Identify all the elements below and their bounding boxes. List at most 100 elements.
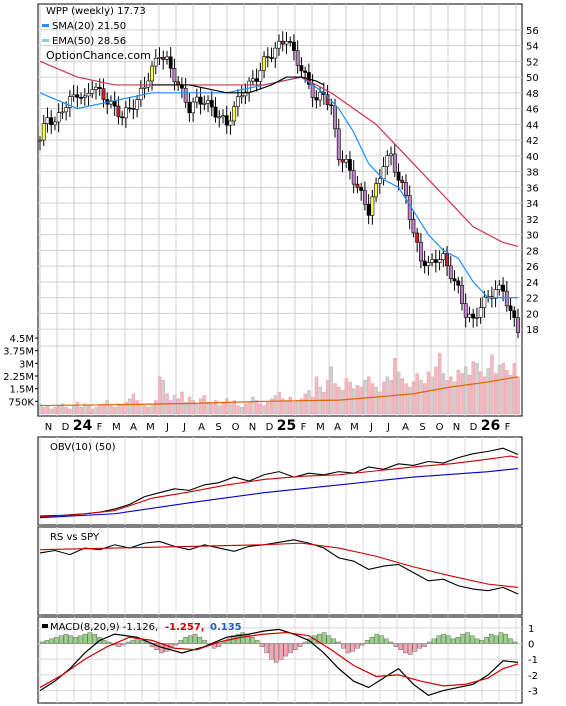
legend-entry: EMA(50) 28.56 <box>52 36 126 47</box>
volume-bar <box>64 407 68 415</box>
candle-body <box>430 259 435 263</box>
macd-hist-bar <box>412 643 418 652</box>
macd-hist-bar <box>503 633 509 644</box>
macd-hist-bar <box>508 638 513 644</box>
candle-body <box>172 68 177 83</box>
price-y-tick-34: 34 <box>526 199 539 210</box>
candle-body <box>228 120 233 126</box>
volume-bar <box>240 407 244 415</box>
volume-bar <box>370 383 375 415</box>
candle-body <box>385 155 390 167</box>
volume-bar <box>352 388 356 415</box>
macd-hist-bar <box>345 643 351 654</box>
candle-body <box>482 296 487 308</box>
macd-hist-bar <box>331 638 336 644</box>
volume-bar <box>146 407 151 415</box>
volume-bar <box>262 405 266 415</box>
volume-bar <box>202 395 207 415</box>
candle-body <box>168 56 173 69</box>
candle-body <box>45 117 50 124</box>
candle-body <box>191 101 196 114</box>
candle-body <box>187 101 192 114</box>
volume-bar <box>311 396 315 415</box>
volume-bar <box>493 373 498 415</box>
volume-bar <box>79 407 83 415</box>
macd-hist-bar <box>403 643 408 654</box>
macd-y-tick--3: -3 <box>528 687 538 698</box>
candle-body <box>452 278 457 282</box>
candle-body <box>497 284 502 290</box>
volume-bar <box>479 371 483 415</box>
volume-bar <box>206 401 210 415</box>
volume-bar <box>423 383 427 415</box>
candle-body <box>381 166 386 180</box>
volume-bar <box>314 376 319 415</box>
x-label-F: F <box>301 422 307 433</box>
macd-hist-bar <box>379 635 384 644</box>
candle-body <box>516 317 520 333</box>
macd-hist-bar <box>183 637 188 644</box>
volume-bar <box>430 376 434 415</box>
macd-legend-entry: 0.135 <box>210 622 242 633</box>
candle-body <box>71 94 76 97</box>
price-y-tick-20: 20 <box>526 309 539 320</box>
volume-bar <box>45 405 50 415</box>
volume-bar <box>142 405 147 415</box>
volume-bar <box>299 398 304 415</box>
volume-y-tick-2.25M: 2.25M <box>3 372 34 383</box>
volume-bar <box>490 354 494 415</box>
macd-hist-bar <box>283 643 289 657</box>
x-label-D: D <box>62 422 70 433</box>
macd-hist-bar <box>39 641 45 644</box>
candle-body <box>303 70 308 73</box>
volume-ma-line <box>39 376 519 407</box>
volume-bar <box>284 400 289 415</box>
candle-body <box>493 289 498 299</box>
candle-body <box>202 103 207 105</box>
volume-bar <box>460 373 464 415</box>
candle-body <box>389 153 393 157</box>
volume-bar <box>53 407 57 415</box>
candle-body <box>273 47 278 59</box>
volume-bar <box>348 381 352 415</box>
volume-bar <box>157 376 162 415</box>
volume-bar <box>277 391 281 415</box>
macd-hist-bar <box>49 638 54 644</box>
volume-bar <box>404 383 408 415</box>
macd-hist-bar <box>465 632 470 644</box>
volume-bar <box>269 398 274 415</box>
candle-body <box>67 96 72 108</box>
rs-panel: RS vs SPY <box>37 526 523 616</box>
macd-y-tick--1: -1 <box>528 655 538 666</box>
volume-bar <box>516 376 520 415</box>
macd-hist-bar <box>216 643 222 647</box>
volume-bar <box>254 400 259 415</box>
candle-body <box>340 159 345 163</box>
candle-body <box>475 316 479 319</box>
volume-bar <box>113 407 117 415</box>
candle-body <box>232 106 237 122</box>
price-panel: 56 54 52 50 48 46 44 42 40 38 36 34 32 30 28 26 24 22 20 18… <box>3 3 539 417</box>
price-y-tick-36: 36 <box>526 183 539 194</box>
volume-bar <box>60 403 65 415</box>
volume-bar <box>124 401 128 415</box>
volume-bar <box>288 396 293 415</box>
price-y-tick-22: 22 <box>526 294 539 305</box>
x-label-J: J <box>386 422 390 433</box>
macd-hist-bar <box>479 640 485 644</box>
candle-body <box>153 57 158 67</box>
macd-hist-bar <box>302 641 308 644</box>
volume-bar <box>195 403 199 415</box>
x-label-D: D <box>266 422 274 433</box>
volume-bar <box>296 400 300 415</box>
volume-bar <box>396 371 401 415</box>
macd-hist-bar <box>484 637 489 644</box>
candle-body <box>64 107 69 113</box>
volume-bar <box>221 401 225 415</box>
volume-bar <box>258 403 263 415</box>
volume-bar <box>176 398 180 415</box>
price-y-tick-18: 18 <box>526 325 539 336</box>
macd-y-ticks: 1 0 -1 -2 -3 <box>528 624 538 698</box>
candle-body <box>138 88 143 100</box>
macd-hist-bar <box>321 632 327 644</box>
